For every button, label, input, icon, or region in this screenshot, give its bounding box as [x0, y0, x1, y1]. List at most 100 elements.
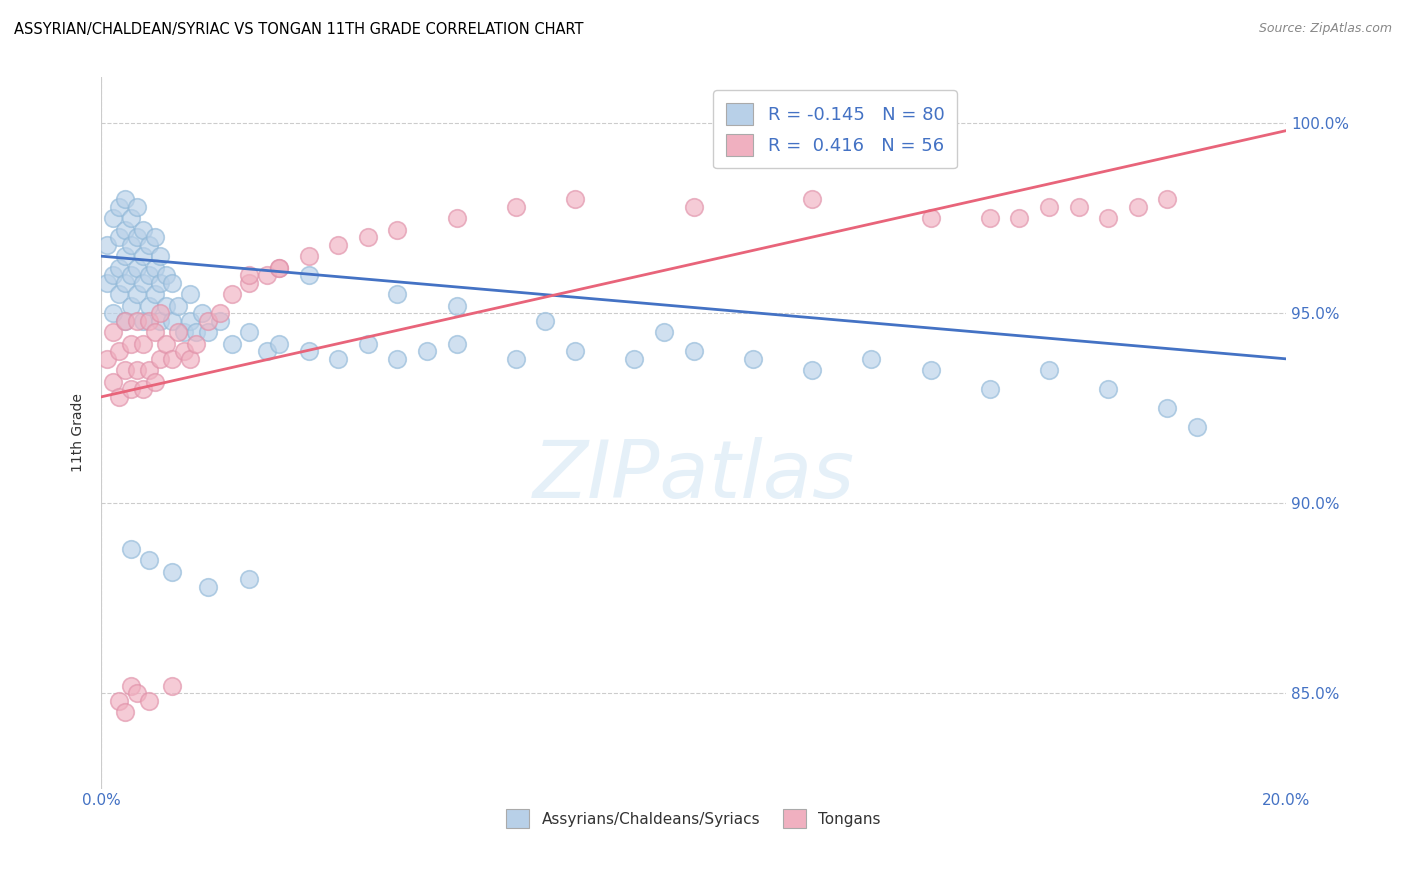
- Point: [1185, 420, 1208, 434]
- Point: [120, 211, 142, 226]
- Point: [920, 363, 942, 377]
- Point: [505, 351, 527, 366]
- Point: [149, 276, 172, 290]
- Point: [120, 382, 142, 396]
- Point: [125, 200, 148, 214]
- Point: [114, 222, 136, 236]
- Point: [125, 287, 148, 301]
- Point: [238, 276, 260, 290]
- Point: [564, 344, 586, 359]
- Point: [191, 306, 214, 320]
- Point: [446, 336, 468, 351]
- Point: [120, 237, 142, 252]
- Point: [138, 268, 160, 282]
- Point: [138, 553, 160, 567]
- Point: [131, 276, 153, 290]
- Point: [238, 268, 260, 282]
- Point: [328, 351, 350, 366]
- Point: [155, 299, 177, 313]
- Point: [108, 260, 131, 275]
- Point: [197, 314, 219, 328]
- Text: ASSYRIAN/CHALDEAN/SYRIAC VS TONGAN 11TH GRADE CORRELATION CHART: ASSYRIAN/CHALDEAN/SYRIAC VS TONGAN 11TH …: [14, 22, 583, 37]
- Point: [138, 314, 160, 328]
- Point: [143, 287, 166, 301]
- Point: [101, 375, 124, 389]
- Point: [120, 336, 142, 351]
- Point: [238, 573, 260, 587]
- Point: [256, 344, 278, 359]
- Point: [179, 351, 201, 366]
- Point: [108, 344, 131, 359]
- Point: [682, 344, 704, 359]
- Y-axis label: 11th Grade: 11th Grade: [72, 393, 86, 473]
- Point: [297, 268, 319, 282]
- Point: [1067, 200, 1090, 214]
- Point: [564, 192, 586, 206]
- Point: [138, 694, 160, 708]
- Point: [328, 237, 350, 252]
- Point: [155, 268, 177, 282]
- Point: [162, 351, 184, 366]
- Point: [138, 237, 160, 252]
- Legend: Assyrians/Chaldeans/Syriacs, Tongans: Assyrians/Chaldeans/Syriacs, Tongans: [501, 804, 887, 834]
- Point: [979, 382, 1001, 396]
- Point: [131, 314, 153, 328]
- Point: [138, 299, 160, 313]
- Point: [149, 249, 172, 263]
- Point: [131, 336, 153, 351]
- Point: [1097, 382, 1119, 396]
- Point: [143, 260, 166, 275]
- Point: [1156, 401, 1178, 416]
- Point: [1008, 211, 1031, 226]
- Point: [534, 314, 557, 328]
- Point: [114, 249, 136, 263]
- Point: [96, 351, 118, 366]
- Point: [96, 237, 118, 252]
- Point: [238, 325, 260, 339]
- Point: [101, 325, 124, 339]
- Point: [108, 287, 131, 301]
- Point: [155, 336, 177, 351]
- Point: [114, 363, 136, 377]
- Point: [173, 325, 195, 339]
- Point: [179, 314, 201, 328]
- Point: [1126, 200, 1149, 214]
- Point: [101, 306, 124, 320]
- Point: [387, 222, 409, 236]
- Point: [114, 192, 136, 206]
- Point: [149, 314, 172, 328]
- Point: [920, 211, 942, 226]
- Point: [125, 230, 148, 244]
- Point: [120, 679, 142, 693]
- Point: [184, 325, 207, 339]
- Point: [167, 299, 190, 313]
- Point: [143, 325, 166, 339]
- Point: [167, 325, 190, 339]
- Point: [108, 230, 131, 244]
- Point: [120, 268, 142, 282]
- Point: [179, 287, 201, 301]
- Text: ZIPatlas: ZIPatlas: [533, 437, 855, 515]
- Point: [357, 230, 380, 244]
- Point: [131, 222, 153, 236]
- Point: [197, 325, 219, 339]
- Point: [387, 351, 409, 366]
- Point: [184, 336, 207, 351]
- Point: [801, 363, 824, 377]
- Point: [120, 541, 142, 556]
- Point: [256, 268, 278, 282]
- Point: [979, 211, 1001, 226]
- Point: [162, 565, 184, 579]
- Point: [162, 679, 184, 693]
- Point: [101, 268, 124, 282]
- Point: [114, 314, 136, 328]
- Point: [860, 351, 883, 366]
- Point: [1038, 200, 1060, 214]
- Point: [120, 299, 142, 313]
- Point: [143, 230, 166, 244]
- Point: [125, 363, 148, 377]
- Point: [505, 200, 527, 214]
- Point: [801, 192, 824, 206]
- Point: [623, 351, 645, 366]
- Point: [125, 314, 148, 328]
